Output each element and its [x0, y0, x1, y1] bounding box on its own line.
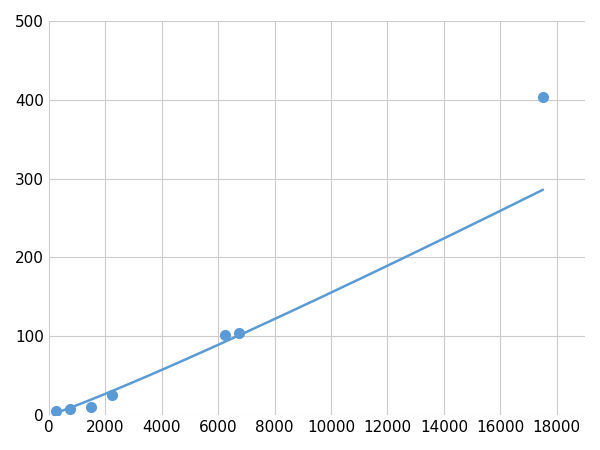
Point — [51, 408, 61, 415]
Point — [538, 94, 547, 101]
Point — [86, 404, 96, 411]
Point — [220, 331, 230, 338]
Point — [235, 329, 244, 337]
Point — [65, 405, 75, 413]
Point — [107, 392, 117, 399]
